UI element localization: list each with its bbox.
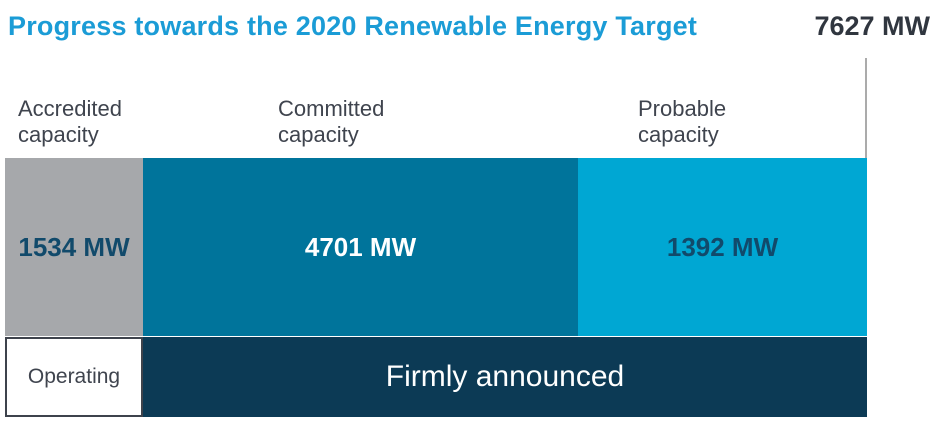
- category-label-probable-capacity: Probable capacity: [638, 96, 727, 147]
- target-total-label: 7627 MW: [814, 11, 930, 41]
- bar-segment-probable-capacity: 1392 MW: [578, 158, 867, 336]
- status-band-label: Firmly announced: [385, 360, 625, 393]
- category-label-committed-capacity: Committed capacity: [278, 96, 385, 147]
- status-band-operating: Operating: [5, 337, 143, 417]
- chart-title: Progress towards the 2020 Renewable Ener…: [8, 11, 698, 41]
- bar-segment-value-label: 1392 MW: [666, 231, 779, 262]
- bar-segment-value-label: 4701 MW: [304, 231, 417, 262]
- status-band-firmly-announced: Firmly announced: [143, 337, 867, 417]
- bar-segment-accredited-capacity: 1534 MW: [5, 158, 143, 336]
- bar-segment-value-label: 1534 MW: [18, 231, 130, 262]
- target-marker-line: [865, 58, 867, 158]
- status-band-label: Operating: [27, 365, 121, 388]
- bar-segment-committed-capacity: 4701 MW: [143, 158, 578, 336]
- category-label-accredited-capacity: Accredited capacity: [18, 96, 122, 147]
